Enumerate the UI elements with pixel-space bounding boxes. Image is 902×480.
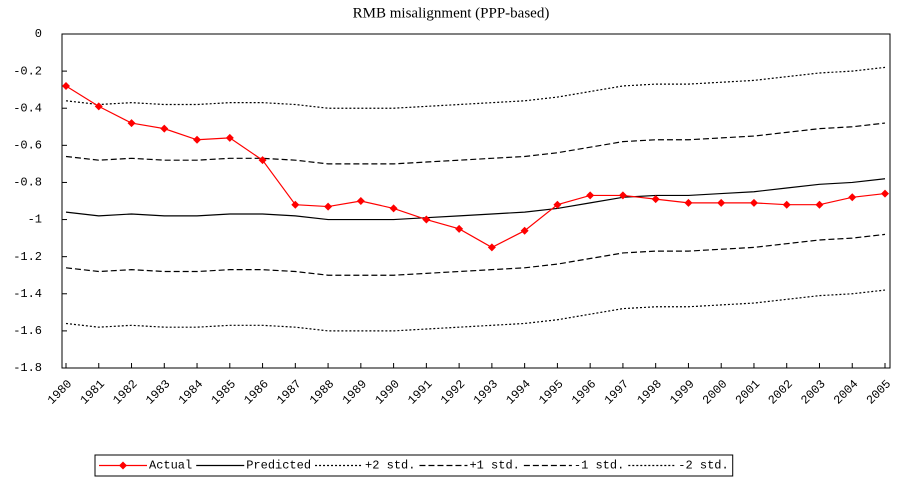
y-tick-label: -0.4 (13, 101, 42, 115)
legend-label: +2 std. (365, 459, 415, 473)
x-tick-label: 1981 (78, 377, 108, 407)
legend-label: Predicted (246, 459, 311, 473)
point-marker (258, 156, 267, 165)
point-marker (848, 193, 857, 202)
y-tick-label: -1.8 (13, 361, 42, 375)
point-marker (586, 191, 595, 200)
x-tick-label: 1989 (340, 377, 370, 407)
y-tick-label: -1.6 (13, 324, 42, 338)
series-line (65, 122, 886, 165)
x-tick-label: 1986 (241, 377, 271, 407)
y-tick-label: -0.8 (13, 176, 42, 190)
x-tick-label: 1987 (274, 377, 304, 407)
point-marker (749, 198, 758, 207)
y-tick-label: -0.6 (13, 139, 42, 153)
point-marker (94, 102, 103, 111)
y-tick-label: -1 (28, 213, 42, 227)
point-marker (422, 215, 431, 224)
x-tick-label: 2000 (700, 377, 730, 407)
x-tick-label: 1985 (209, 377, 239, 407)
x-tick-label: 1982 (110, 377, 140, 407)
point-marker (815, 200, 824, 209)
x-tick-label: 1996 (569, 377, 599, 407)
legend-marker (119, 461, 127, 470)
point-marker (225, 133, 234, 142)
x-tick-label: 1984 (176, 377, 206, 407)
series-line (65, 85, 886, 249)
x-tick-label: 2004 (831, 377, 861, 407)
x-tick-label: 1993 (471, 377, 501, 407)
legend-label: +1 std. (469, 459, 519, 473)
x-tick-label: 1990 (372, 377, 402, 407)
point-marker (684, 198, 693, 207)
point-marker (127, 119, 136, 128)
series-line (65, 289, 886, 332)
point-marker (291, 200, 300, 209)
x-tick-label: 1999 (667, 377, 697, 407)
point-marker (651, 195, 660, 204)
x-tick-label: 1994 (503, 377, 533, 407)
x-tick-label: 1983 (143, 377, 173, 407)
x-tick-label: 2001 (733, 377, 763, 407)
x-tick-label: 1980 (45, 377, 75, 407)
y-tick-label: 0 (35, 27, 42, 41)
y-tick-label: -1.2 (13, 250, 42, 264)
point-marker (62, 81, 70, 90)
legend-label: Actual (149, 459, 192, 473)
x-tick-label: 1992 (438, 377, 468, 407)
series-line (65, 66, 886, 109)
y-tick-label: -1.4 (13, 287, 42, 301)
point-marker (160, 124, 169, 133)
point-marker (520, 226, 529, 235)
x-tick-label: 2003 (798, 377, 828, 407)
x-tick-label: 1997 (602, 377, 632, 407)
point-marker (553, 200, 562, 209)
point-marker (193, 135, 202, 144)
x-tick-label: 1991 (405, 377, 435, 407)
x-tick-label: 2002 (766, 377, 796, 407)
point-marker (717, 198, 726, 207)
point-marker (455, 224, 464, 233)
x-tick-label: 2005 (864, 377, 894, 407)
point-marker (356, 197, 365, 205)
y-tick-label: -0.2 (13, 64, 42, 78)
x-tick-label: 1998 (634, 377, 664, 407)
legend (94, 454, 734, 477)
point-marker (389, 204, 398, 213)
point-marker (881, 189, 889, 198)
series-line (65, 178, 886, 221)
series-line (65, 233, 886, 276)
point-marker (782, 200, 791, 209)
x-tick-label: 1988 (307, 377, 337, 407)
x-tick-label: 1995 (536, 377, 566, 407)
point-marker (618, 191, 627, 200)
chart-title: RMB misalignment (PPP-based) (353, 5, 550, 21)
legend-label: -2 std. (678, 459, 728, 473)
point-marker (324, 202, 333, 211)
point-marker (487, 243, 496, 252)
plot-frame (61, 33, 891, 369)
legend-label: -1 std. (574, 459, 624, 473)
